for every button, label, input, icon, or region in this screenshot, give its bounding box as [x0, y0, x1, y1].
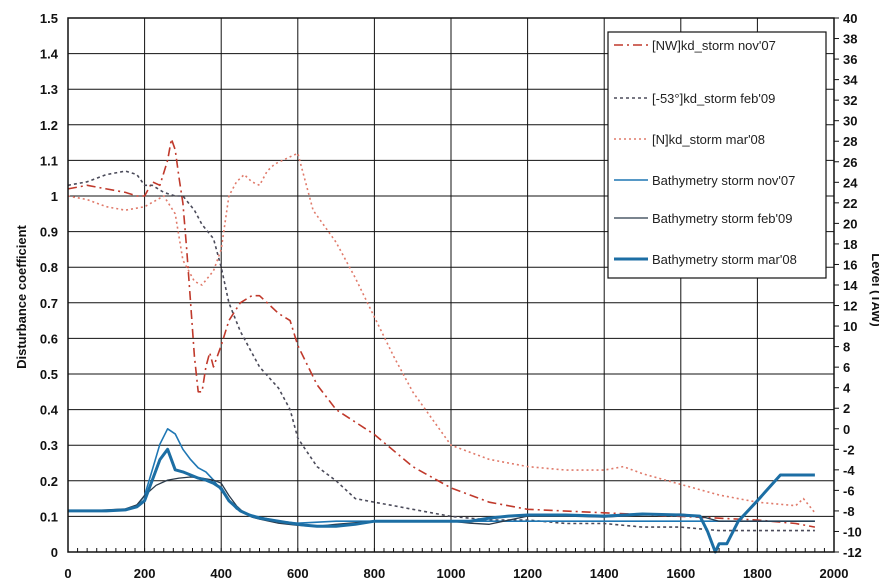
y2-tick-label: -10 — [843, 524, 862, 539]
y-tick-label: 0.8 — [40, 260, 58, 275]
x-tick-label: 1200 — [513, 566, 542, 581]
legend-label-0: [NW]kd_storm nov'07 — [652, 38, 776, 53]
axes: 0 0.1 0.2 0.3 0.4 0.5 0.6 0.7 0.8 0.9 1 1.1 1.2 1.3 1.… — [40, 11, 862, 581]
x-tick-label: 800 — [364, 566, 386, 581]
legend-label-2: [N]kd_storm mar'08 — [652, 132, 765, 147]
y2-tick-label: 28 — [843, 134, 857, 149]
series-line-0 — [67, 138, 816, 528]
y-tick-label: 0.2 — [40, 474, 58, 489]
y2-axis-title: Level (TAW) — [869, 253, 879, 326]
y-tick-label: 0.3 — [40, 438, 58, 453]
y2-tick-label: 14 — [843, 278, 858, 293]
y-tick-label: 1.4 — [40, 47, 59, 62]
y-tick-label: 0 — [51, 545, 58, 560]
y2-tick-label: 30 — [843, 114, 857, 129]
y2-tick-label: 24 — [843, 175, 858, 190]
y2-tick-label: 26 — [843, 155, 857, 170]
legend-label-3: Bathymetry storm nov'07 — [652, 173, 795, 188]
y2-tick-label: -12 — [843, 545, 862, 560]
y-tick-label: 1.1 — [40, 153, 58, 168]
y2-tick-label: 40 — [843, 11, 857, 26]
x-tick-label: 400 — [210, 566, 232, 581]
y2-tick-label: 38 — [843, 32, 857, 47]
y-tick-label: 0.7 — [40, 296, 58, 311]
y-tick-label: 1.5 — [40, 11, 58, 26]
y-tick-label: 0.5 — [40, 367, 58, 382]
y2-tick-label: -2 — [843, 442, 855, 457]
plot-frame — [67, 17, 835, 553]
x-tick-label: 600 — [287, 566, 309, 581]
series-layer — [67, 138, 816, 554]
y2-tick-label: 4 — [843, 381, 851, 396]
y-tick-label: 1.3 — [40, 82, 58, 97]
y-axis-title: Disturbance coefficient — [14, 224, 29, 368]
y-tick-label: 0.1 — [40, 509, 58, 524]
legend-label-1: [-53°]kd_storm feb'09 — [652, 91, 775, 106]
series-line-2 — [67, 152, 816, 514]
series-line-1 — [67, 170, 815, 532]
y-tick-label: 0.6 — [40, 331, 58, 346]
y2-tick-label: 34 — [843, 73, 858, 88]
legend-label-5: Bathymetry storm mar'08 — [652, 252, 797, 267]
y2-tick-label: 10 — [843, 319, 857, 334]
legend-box — [607, 31, 827, 279]
y-tick-label: 1.2 — [40, 118, 58, 133]
y-tick-label: 0.9 — [40, 225, 58, 240]
y-tick-label: 1 — [51, 189, 58, 204]
y2-tick-label: 2 — [843, 401, 850, 416]
legend: [NW]kd_storm nov'07 [-53°]kd_storm feb'09… — [607, 31, 827, 279]
series-line-5 — [68, 447, 815, 554]
y2-tick-label: 32 — [843, 93, 857, 108]
y2-tick-label: 22 — [843, 196, 857, 211]
y2-tick-label: -8 — [843, 504, 855, 519]
x-tick-label: 0 — [64, 566, 71, 581]
y2-tick-label: 18 — [843, 237, 857, 252]
y2-tick-label: 8 — [843, 340, 850, 355]
x-tick-label: 1400 — [590, 566, 619, 581]
y2-tick-label: 6 — [843, 360, 850, 375]
y2-tick-label: 12 — [843, 299, 857, 314]
y2-tick-label: 20 — [843, 216, 857, 231]
x-tick-label: 1600 — [666, 566, 695, 581]
y2-tick-label: 16 — [843, 257, 857, 272]
x-tick-label: 1800 — [743, 566, 772, 581]
y-tick-label: 0.4 — [40, 403, 59, 418]
y2-tick-label: -6 — [843, 483, 855, 498]
x-tick-label: 1000 — [437, 566, 466, 581]
y2-tick-label: -4 — [843, 463, 855, 478]
legend-label-4: Bathymetry storm feb'09 — [652, 211, 792, 226]
y2-tick-label: 36 — [843, 52, 857, 67]
x-tick-label: 200 — [134, 566, 156, 581]
x-tick-label: 2000 — [820, 566, 849, 581]
y2-tick-label: 0 — [843, 422, 850, 437]
